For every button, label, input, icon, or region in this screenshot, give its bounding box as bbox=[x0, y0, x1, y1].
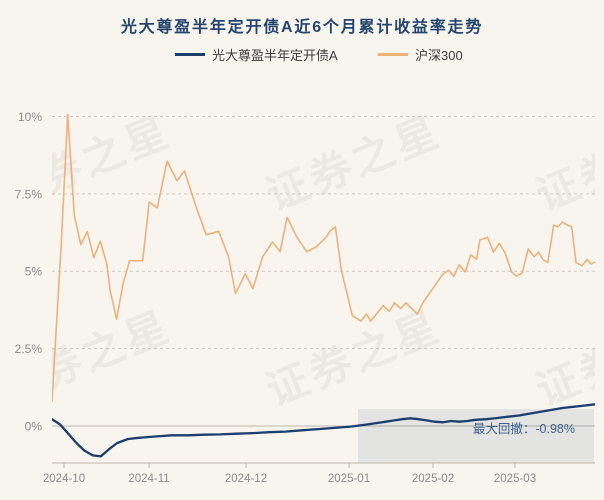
svg-text:2024-10: 2024-10 bbox=[43, 473, 85, 485]
svg-text:0%: 0% bbox=[25, 420, 43, 434]
svg-text:10%: 10% bbox=[18, 110, 42, 124]
svg-text:7.5%: 7.5% bbox=[15, 187, 43, 201]
svg-text:2025-01: 2025-01 bbox=[328, 473, 370, 485]
svg-text:2025-03: 2025-03 bbox=[494, 473, 536, 485]
svg-text:证券之星: 证券之星 bbox=[0, 302, 178, 415]
svg-text:2024-12: 2024-12 bbox=[225, 473, 267, 485]
svg-text:2025-02: 2025-02 bbox=[412, 473, 454, 485]
svg-text:证券之星: 证券之星 bbox=[530, 302, 604, 415]
svg-text:最大回撤：-0.98%: 最大回撤：-0.98% bbox=[473, 421, 575, 436]
svg-text:5%: 5% bbox=[25, 265, 43, 279]
svg-text:2024-11: 2024-11 bbox=[128, 473, 169, 485]
svg-text:证券之星: 证券之星 bbox=[260, 302, 448, 415]
svg-text:证券之星: 证券之星 bbox=[260, 107, 448, 220]
svg-text:2.5%: 2.5% bbox=[15, 342, 43, 356]
svg-text:证券之星: 证券之星 bbox=[530, 107, 604, 220]
